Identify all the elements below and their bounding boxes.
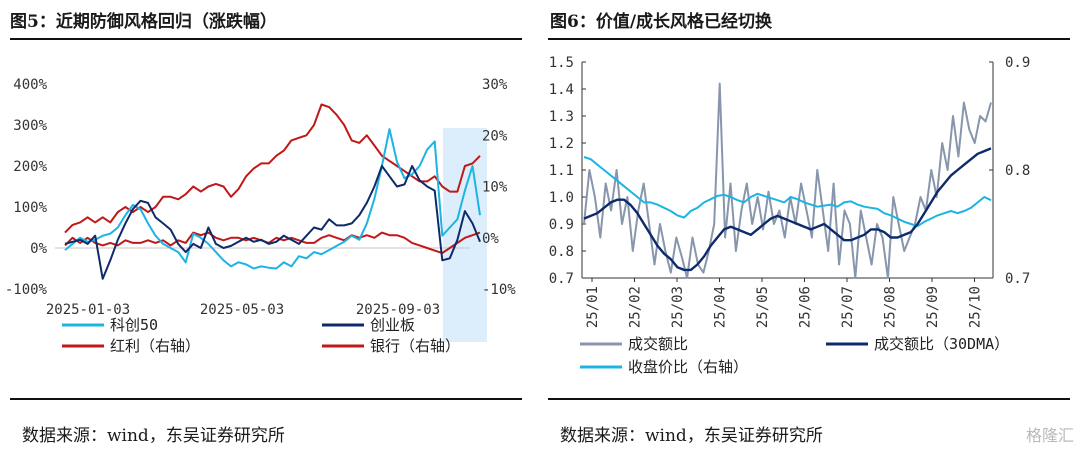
x-tick-label: 25/03 (670, 286, 686, 328)
series-line-2 (583, 147, 992, 272)
x-tick-label: 2025-01-03 (46, 302, 130, 318)
series-line-2 (64, 165, 481, 280)
left-title-rule (10, 38, 522, 40)
y-right-tick-label: 10% (482, 180, 508, 196)
y-right-tick-label: 0% (482, 231, 499, 247)
x-tick-label: 25/05 (755, 286, 771, 328)
y-left-tick-label: -100% (5, 282, 48, 298)
x-tick-label: 25/08 (883, 286, 899, 328)
right-title-rule (548, 38, 1070, 40)
right-line-chart: 1.5 1.4 1.3 1.2 1.1 1.0 0.9 0.8 0.7 0.9 0.8 0.7 25/0… (549, 55, 1031, 376)
legend-label: 科创50 (110, 316, 158, 334)
left-figure-title: 图5：近期防御风格回归（涨跌幅） (10, 12, 277, 32)
x-tick-label: 25/02 (628, 286, 644, 328)
y-left-tick-label: 0.7 (549, 271, 574, 287)
right-figure: 图6：价值/成长风格已经切换 1.5 1.4 1.3 1.2 1.1 1.0 0.9 0.8 0… (540, 0, 1080, 449)
series-line-4 (64, 231, 481, 255)
watermark-logo: 格隆汇 (1025, 426, 1074, 445)
legend-label: 成交额比（30DMA） (874, 335, 1009, 353)
y-right-tick-label: 30% (482, 77, 508, 93)
y-left-tick-label: 200% (13, 159, 47, 175)
legend-label: 红利（右轴） (110, 337, 200, 355)
legend-label: 成交额比 (628, 335, 688, 353)
y-right-tick-label: 0.7 (1005, 271, 1030, 287)
left-footer-rule (10, 398, 522, 400)
y-left-tick-label: 0.8 (549, 244, 574, 260)
y-left-tick-label: 100% (13, 200, 47, 216)
legend-label: 收盘价比（右轴） (628, 358, 748, 376)
y-left-tick-label: 1.1 (549, 163, 574, 179)
series-line-1 (583, 82, 992, 279)
y-left-tick-label: 1.2 (549, 136, 574, 152)
legend-label: 创业板 (370, 316, 415, 334)
y-right-tick-label: 20% (482, 128, 508, 144)
left-source-note: 数据来源：wind，东吴证券研究所 (22, 426, 285, 446)
right-source-note: 数据来源：wind，东吴证券研究所 (560, 426, 823, 446)
y-left-tick-label: 300% (13, 118, 47, 134)
y-left-tick-label: 400% (13, 77, 47, 93)
left-figure: 图5：近期防御风格回归（涨跌幅） 400% 300% 200% 100% 0% -100%… (0, 0, 530, 449)
x-tick-label: 2025-05-03 (200, 302, 284, 318)
x-tick-label: 2025-09-03 (356, 302, 440, 318)
y-right-tick-label: 0.9 (1005, 55, 1030, 71)
y-left-tick-label: 0% (30, 241, 47, 257)
x-tick-label: 25/09 (925, 286, 941, 328)
y-left-tick-label: 1.5 (549, 55, 574, 71)
x-tick-label: 25/04 (713, 286, 729, 328)
y-left-tick-label: 1.3 (549, 109, 574, 125)
legend-label: 银行（右轴） (370, 337, 460, 355)
y-left-tick-label: 0.9 (549, 217, 574, 233)
x-tick-label: 25/06 (798, 286, 814, 328)
x-tick-label: 25/10 (968, 286, 984, 328)
highlight-band (443, 128, 487, 342)
y-right-tick-label: 0.8 (1005, 163, 1030, 179)
right-figure-title: 图6：价值/成长风格已经切换 (550, 12, 773, 32)
series-line-3 (583, 156, 992, 228)
left-line-chart: 400% 300% 200% 100% 0% -100% 30% 20% 10% 0% -10% 20… (5, 77, 516, 355)
series-line-1 (64, 128, 481, 270)
y-left-tick-label: 1.0 (549, 190, 574, 206)
x-tick-label: 25/07 (840, 286, 856, 328)
right-footer-rule (548, 398, 1070, 400)
y-right-tick-label: -10% (482, 282, 516, 298)
y-left-tick-label: 1.4 (549, 82, 574, 98)
x-tick-label: 25/01 (585, 286, 601, 328)
